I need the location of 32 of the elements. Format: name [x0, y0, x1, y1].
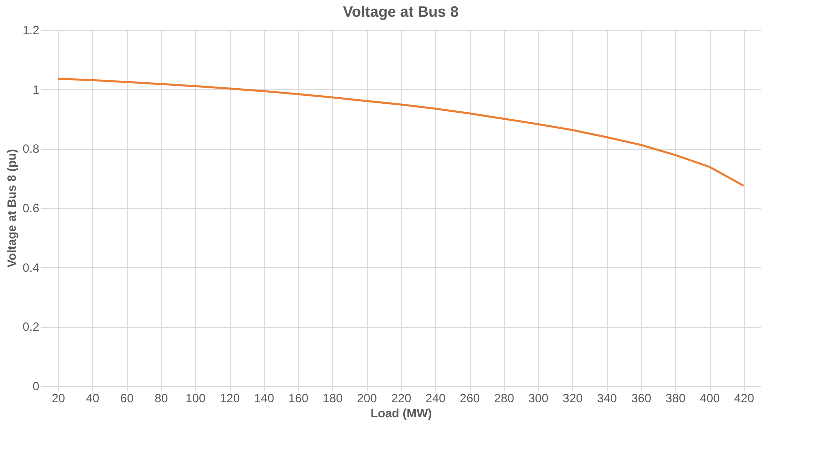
x-tick-label: 300: [528, 392, 549, 406]
y-tick-label: 1: [32, 82, 40, 97]
x-tick-label: 120: [220, 392, 240, 406]
x-tick-label: 80: [154, 392, 168, 406]
y-tick-label: 0.2: [22, 320, 40, 334]
x-tick-label: 240: [426, 392, 446, 406]
x-tick-label: 420: [734, 392, 755, 406]
x-tick-label: 340: [597, 392, 618, 406]
y-tick-label: 0.8: [22, 142, 40, 156]
x-tick-label: 60: [120, 392, 134, 406]
x-tick-label: 40: [86, 392, 100, 406]
x-tick-label: 260: [460, 392, 480, 406]
x-tick-label: 280: [494, 392, 515, 406]
x-tick-label: 180: [322, 392, 344, 406]
x-tick-label: 400: [700, 392, 720, 406]
y-tick-label: 1.2: [22, 24, 40, 38]
y-tick-label: 0.6: [22, 202, 40, 216]
y-axis-title: Voltage at Bus 8 (pu): [4, 149, 19, 268]
x-tick-label: 160: [288, 392, 309, 406]
x-tick-label: 320: [562, 392, 584, 406]
y-tick-label: 0: [32, 380, 40, 394]
line-series: [57, 78, 745, 188]
x-tick-label: 100: [186, 392, 206, 406]
x-tick-label: 360: [631, 392, 652, 406]
x-tick-label: 220: [391, 392, 412, 406]
chart-title: Voltage at Bus 8: [343, 4, 459, 21]
x-tick-label: 140: [254, 392, 275, 406]
y-tick-label: 0.4: [22, 260, 40, 275]
x-tick-label: 20: [52, 392, 66, 406]
x-tick-label: 200: [357, 392, 378, 406]
x-axis-title: Load (MW): [370, 406, 432, 420]
x-tick-label: 380: [666, 392, 686, 406]
